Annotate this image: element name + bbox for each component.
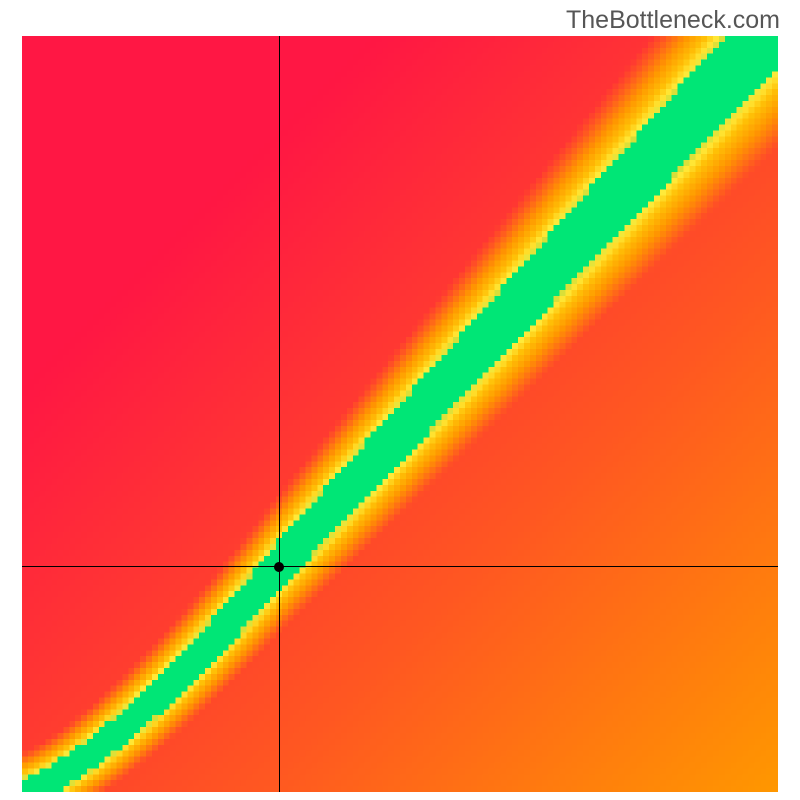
heatmap-canvas xyxy=(22,36,778,792)
crosshair-horizontal xyxy=(22,566,778,567)
crosshair-vertical xyxy=(279,36,280,792)
chart-container: TheBottleneck.com xyxy=(0,0,800,800)
watermark-text: TheBottleneck.com xyxy=(566,6,780,35)
marker-dot xyxy=(274,562,284,572)
